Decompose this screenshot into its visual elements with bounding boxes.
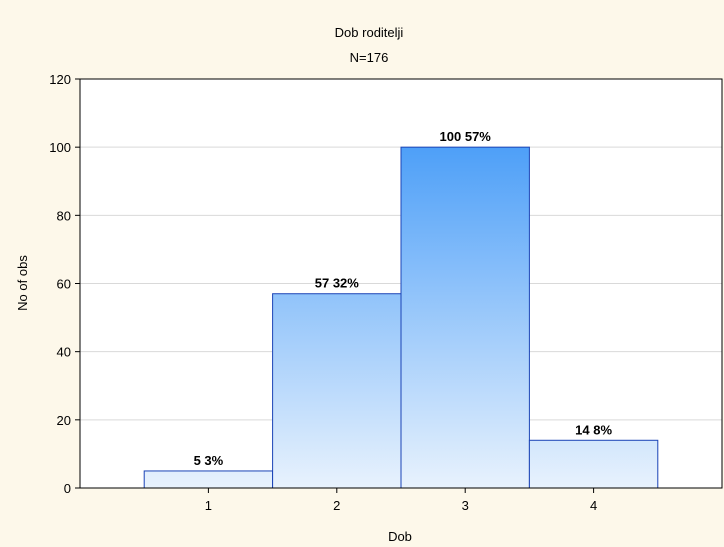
y-tick-label: 0 [64,481,71,496]
x-tick-label-3: 3 [462,498,469,513]
y-tick-label: 20 [57,413,71,428]
x-axis-ticks: 1 2 3 4 [205,488,597,513]
y-tick-label: 120 [49,72,71,87]
y-axis-label: No of obs [15,255,30,311]
chart-subtitle: N=176 [350,50,389,65]
bar-label-3: 100 57% [440,129,492,144]
x-tick-label-2: 2 [333,498,340,513]
x-axis-label: Dob [388,529,412,544]
y-tick-label: 80 [57,208,71,223]
bar-2 [272,293,402,489]
y-axis-ticks: 0 20 40 60 80 100 120 [49,72,80,496]
bar-4 [528,439,659,489]
bar-label-2: 57 32% [315,276,360,291]
y-tick-label: 100 [49,140,71,155]
bar-3 [400,146,530,489]
bar-label-1: 5 3% [194,453,224,468]
bar-labels: 5 3% 57 32% 100 57% 14 8% [194,129,613,468]
bar-label-4: 14 8% [575,422,612,437]
chart-title: Dob roditelji [335,25,404,40]
y-tick-label: 40 [57,345,71,360]
y-tick-label: 60 [57,277,71,292]
x-tick-label-1: 1 [205,498,212,513]
bars [143,146,659,489]
bar-1 [143,470,274,489]
x-tick-label-4: 4 [590,498,597,513]
